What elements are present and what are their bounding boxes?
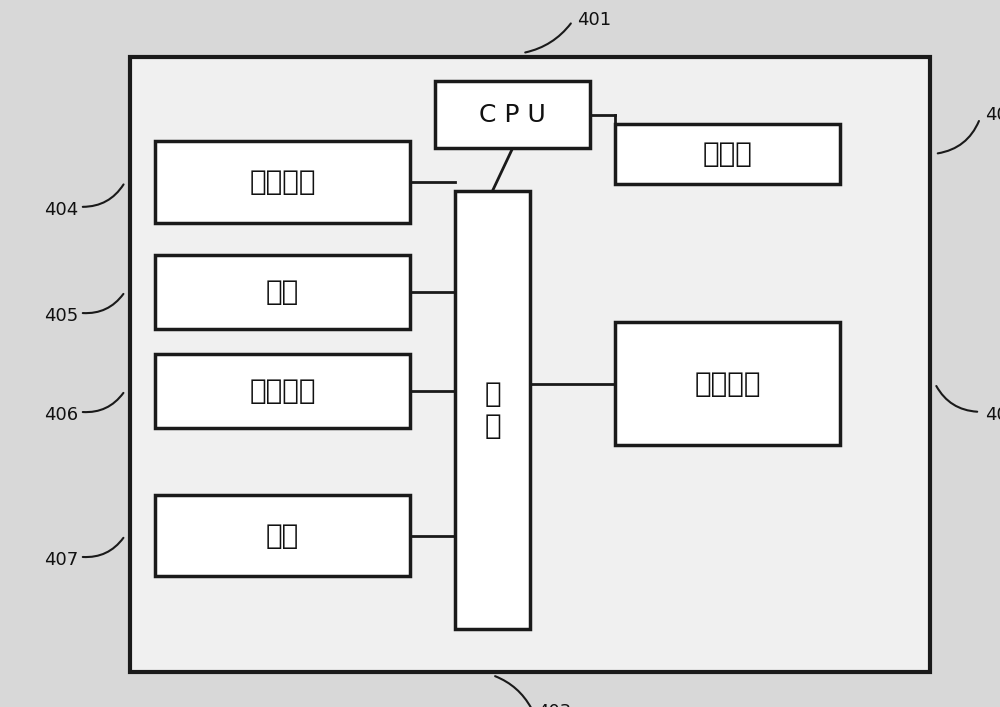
Bar	[615, 124, 840, 184]
Text: 存储器: 存储器	[703, 140, 752, 168]
Bar	[130, 57, 930, 672]
Text: 接
口: 接 口	[484, 380, 501, 440]
Text: 402: 402	[985, 106, 1000, 124]
Bar	[155, 495, 410, 576]
Bar	[155, 255, 410, 329]
Bar	[455, 191, 530, 629]
Text: 408: 408	[985, 407, 1000, 424]
Bar	[155, 141, 410, 223]
Text: C P U: C P U	[479, 103, 546, 127]
Bar	[435, 81, 590, 148]
Text: 网络接口: 网络接口	[249, 168, 316, 196]
Text: 401: 401	[577, 11, 612, 29]
Bar	[615, 322, 840, 445]
Text: 存储装置: 存储装置	[694, 370, 761, 397]
Text: 404: 404	[44, 201, 78, 219]
Text: 输出装置: 输出装置	[249, 377, 316, 404]
Text: 鼠标: 鼠标	[266, 522, 299, 549]
Bar	[155, 354, 410, 428]
Text: 405: 405	[44, 308, 78, 325]
Text: 键盘: 键盘	[266, 278, 299, 305]
Text: 406: 406	[44, 407, 78, 424]
Text: 407: 407	[44, 551, 78, 569]
Text: 403: 403	[538, 703, 572, 707]
